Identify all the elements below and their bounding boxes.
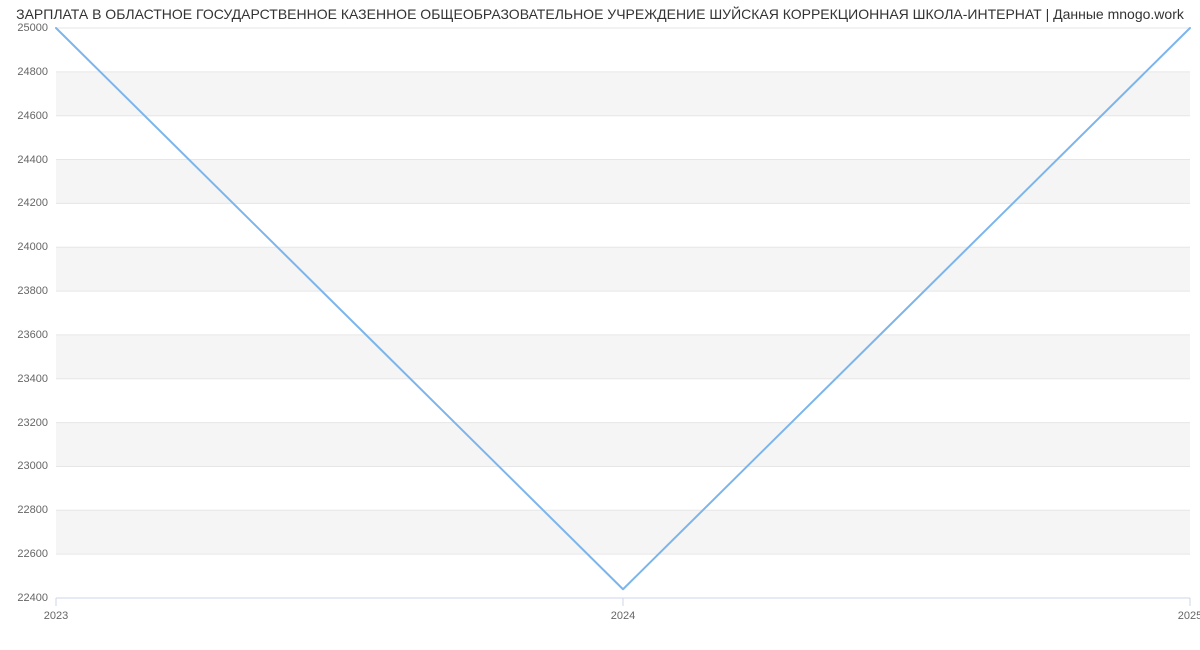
y-tick-label: 24200 xyxy=(0,197,48,209)
y-tick-label: 23600 xyxy=(0,329,48,341)
y-tick-label: 23200 xyxy=(0,417,48,429)
y-tick-label: 22600 xyxy=(0,548,48,560)
x-tick-label: 2024 xyxy=(611,610,635,622)
y-tick-label: 24000 xyxy=(0,241,48,253)
y-tick-label: 23000 xyxy=(0,460,48,472)
x-tick-label: 2023 xyxy=(44,610,68,622)
y-tick-label: 22800 xyxy=(0,504,48,516)
y-tick-label: 24400 xyxy=(0,154,48,166)
y-tick-label: 24600 xyxy=(0,110,48,122)
salary-line-chart: ЗАРПЛАТА В ОБЛАСТНОЕ ГОСУДАРСТВЕННОЕ КАЗ… xyxy=(0,0,1200,650)
y-tick-label: 25000 xyxy=(0,22,48,34)
y-tick-label: 23400 xyxy=(0,373,48,385)
chart-plot-svg xyxy=(0,0,1200,650)
y-tick-label: 23800 xyxy=(0,285,48,297)
x-tick-label: 2025 xyxy=(1178,610,1200,622)
y-tick-label: 22400 xyxy=(0,592,48,604)
y-tick-label: 24800 xyxy=(0,66,48,78)
